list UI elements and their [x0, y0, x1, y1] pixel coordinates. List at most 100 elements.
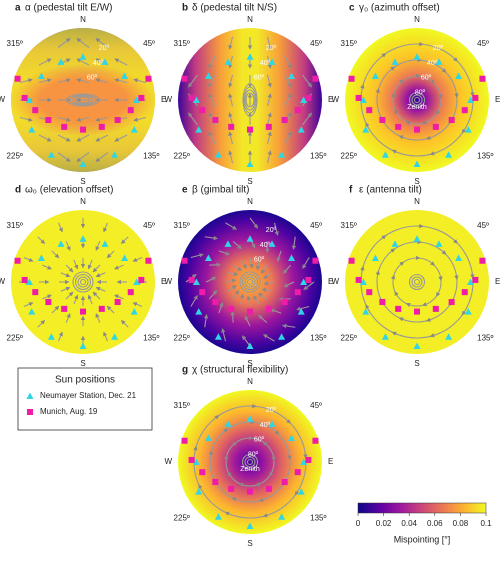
sun-position-munich	[379, 299, 385, 305]
sun-position-munich	[45, 117, 51, 123]
sun-position-munich	[356, 277, 362, 283]
legend-label: Neumayer Station, Dec. 21	[40, 391, 137, 400]
sun-position-munich	[266, 486, 272, 492]
field-arrow	[226, 455, 227, 457]
sun-position-munich	[349, 76, 355, 82]
sun-position-munich	[312, 438, 318, 444]
panel-title: χ (structural flexibility)	[192, 365, 288, 376]
colorbar-tick-label: 0.08	[453, 519, 469, 528]
sun-position-munich	[472, 277, 478, 283]
compass-label: 135º	[143, 333, 159, 342]
compass-label: 225º	[174, 333, 190, 342]
legend-marker	[27, 409, 33, 415]
polar-field	[178, 390, 322, 534]
sun-position-munich	[366, 107, 372, 113]
elevation-label: 40º	[260, 60, 271, 67]
field-arrow	[456, 93, 457, 97]
legend-label: Munich, Aug. 19	[40, 407, 98, 416]
field-arrow	[456, 275, 457, 279]
elevation-label: 20º	[266, 45, 277, 52]
compass-label: W	[331, 95, 339, 104]
sun-position-munich	[379, 117, 385, 123]
sun-position-munich	[32, 107, 38, 113]
compass-label: 45º	[310, 401, 322, 410]
field-arrow	[289, 455, 290, 459]
sun-position-munich	[479, 76, 485, 82]
sun-position-munich	[305, 457, 311, 463]
sun-position-munich	[414, 127, 420, 133]
sun-position-munich	[228, 486, 234, 492]
panel-letter: f	[349, 185, 353, 196]
sun-position-munich	[479, 258, 485, 264]
panel-title: γ₀ (azimuth offset)	[359, 3, 440, 14]
elevation-label: 40º	[427, 60, 438, 67]
field-arrow	[209, 265, 220, 266]
panel-title: α (pedestal tilt E/W)	[25, 3, 112, 14]
sun-position-munich	[433, 124, 439, 130]
sun-position-munich	[282, 479, 288, 485]
compass-label: 45º	[477, 39, 489, 48]
polar-field	[345, 210, 489, 354]
field-arrow	[423, 305, 425, 306]
sun-position-munich	[228, 306, 234, 312]
colorbar-tick-label: 0.06	[427, 519, 443, 528]
sun-position-munich	[305, 277, 311, 283]
sun-position-munich	[414, 309, 420, 315]
colorbar-label: Mispointing [°]	[394, 534, 451, 544]
legend-title: Sun positions	[55, 375, 115, 386]
sun-position-munich	[80, 309, 86, 315]
compass-label: 135º	[310, 333, 326, 342]
sun-position-munich	[115, 299, 121, 305]
sun-position-munich	[99, 306, 105, 312]
compass-label: S	[80, 359, 85, 368]
sun-position-munich	[212, 117, 218, 123]
sun-position-munich	[266, 124, 272, 130]
polar-field	[11, 210, 155, 354]
sun-position-munich	[115, 117, 121, 123]
sun-position-munich	[395, 124, 401, 130]
colorbar-tick-label: 0.1	[480, 519, 492, 528]
sun-position-munich	[282, 299, 288, 305]
sun-position-munich	[366, 289, 372, 295]
sun-position-munich	[45, 299, 51, 305]
compass-label: 315º	[174, 221, 190, 230]
compass-label: 135º	[477, 333, 493, 342]
sun-position-munich	[349, 258, 355, 264]
polar-field	[345, 28, 489, 172]
field-arrow	[393, 93, 394, 95]
sun-position-munich	[189, 457, 195, 463]
compass-label: 225º	[7, 333, 23, 342]
panel-letter: e	[182, 185, 188, 196]
compass-label: S	[247, 539, 252, 548]
sun-position-munich	[22, 95, 28, 101]
sun-position-munich	[182, 258, 188, 264]
compass-label: 315º	[174, 39, 190, 48]
compass-label: 45º	[310, 39, 322, 48]
compass-label: 315º	[174, 401, 190, 410]
compass-label: W	[0, 277, 5, 286]
sun-position-munich	[462, 107, 468, 113]
sun-position-munich	[395, 306, 401, 312]
elevation-label: 60º	[254, 437, 265, 444]
compass-label: 45º	[143, 221, 155, 230]
compass-label: N	[80, 15, 86, 24]
elevation-label: 20º	[433, 45, 444, 52]
elevation-label: 40º	[260, 422, 271, 429]
compass-label: 315º	[341, 39, 357, 48]
colorbar-tick-label: 0	[356, 519, 361, 528]
colorbar-tick-label: 0.02	[376, 519, 392, 528]
elevation-label: 40º	[260, 242, 271, 249]
elevation-label: 60º	[254, 75, 265, 82]
sun-position-munich	[189, 277, 195, 283]
sun-position-munich	[128, 107, 134, 113]
compass-label: N	[80, 197, 86, 206]
compass-label: N	[414, 197, 420, 206]
sun-position-munich	[15, 258, 21, 264]
